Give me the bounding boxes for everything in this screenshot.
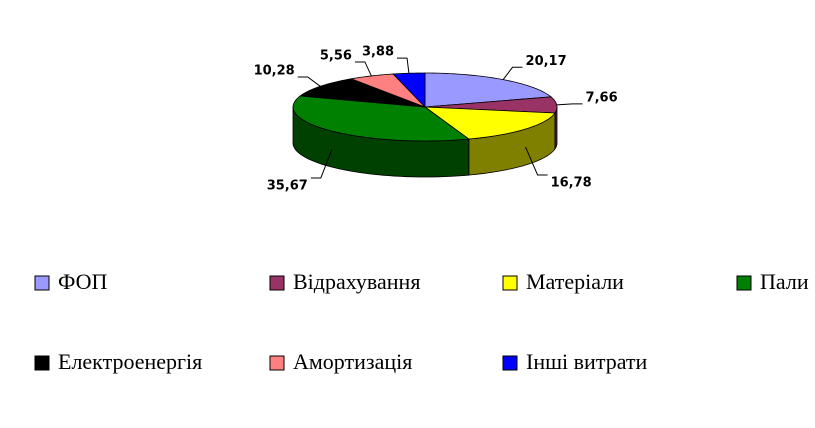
legend-label: Пали [760,269,809,294]
legend-swatch [269,355,285,371]
legend-swatch [502,275,518,291]
value-label: 3,88 [362,45,394,60]
value-label: 7,66 [586,90,618,105]
legend-swatch [736,275,752,291]
value-label: 10,28 [254,63,295,78]
legend-label: Електроенергія [58,349,202,374]
value-label: 16,78 [551,175,592,190]
legend-swatch [34,275,50,291]
value-label: 35,67 [267,178,308,193]
legend-label: Амортизація [293,349,412,374]
leader-line [310,148,333,179]
leader-line [397,57,410,74]
legend-swatch [502,355,518,371]
legend-swatch [34,355,50,371]
leader-line [297,76,321,87]
legend-label: Відрахування [293,269,420,294]
legend-label: Матеріали [526,269,624,294]
value-label: 5,56 [320,48,352,63]
leader-line [556,103,583,106]
leader-line [525,146,548,176]
leader-line [354,61,372,77]
leader-line [502,66,523,80]
value-label: 20,17 [526,54,567,69]
pie-slice [423,106,556,140]
legend-label: ФОП [58,269,108,294]
legend-label: Інші витрати [526,349,648,374]
legend-swatch [269,275,285,291]
